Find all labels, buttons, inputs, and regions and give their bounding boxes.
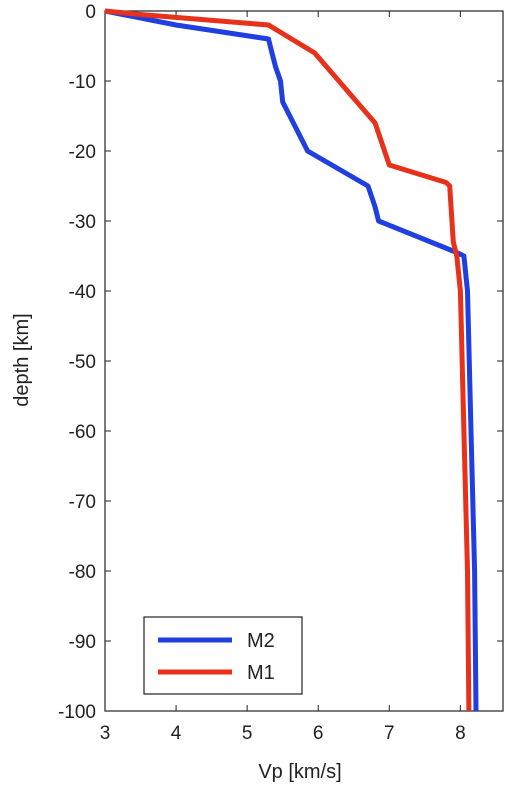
legend: M2 M1	[143, 616, 303, 695]
y-tick-label: 0	[85, 2, 96, 23]
x-tick-label: 4	[171, 723, 182, 744]
series-line-m1	[104, 8, 472, 712]
x-tick-label: 5	[242, 723, 253, 744]
x-tick-label: 6	[313, 723, 324, 744]
legend-label-m2: M2	[247, 630, 275, 652]
y-axis-label: depth [km]	[11, 313, 33, 406]
x-tick-label: 8	[455, 723, 466, 744]
x-axis-label: Vp [km/s]	[258, 761, 341, 783]
y-tick-label: -50	[69, 352, 96, 373]
y-tick-label: -100	[58, 702, 96, 723]
plot-area	[104, 10, 504, 712]
axis-ticks: 3 4 5 6 7 8 0 -10 -20 -30 -40 -50 -60 -70 -80 -90 -100	[58, 2, 503, 744]
y-tick-label: -60	[69, 422, 96, 443]
series-layer	[104, 8, 479, 712]
plot-frame	[104, 10, 504, 712]
y-tick-label: -90	[69, 632, 96, 653]
y-tick-label: -20	[69, 142, 96, 163]
y-tick-label: -40	[69, 282, 96, 303]
y-tick-label: -30	[69, 212, 96, 233]
y-tick-label: -70	[69, 492, 96, 513]
legend-box	[143, 616, 303, 695]
y-tick-label: -10	[69, 72, 96, 93]
x-tick-label: 7	[384, 723, 395, 744]
series-line-m2	[104, 8, 479, 712]
y-tick-label: -80	[69, 562, 96, 583]
legend-label-m1: M1	[247, 662, 275, 684]
x-tick-label: 3	[100, 723, 111, 744]
